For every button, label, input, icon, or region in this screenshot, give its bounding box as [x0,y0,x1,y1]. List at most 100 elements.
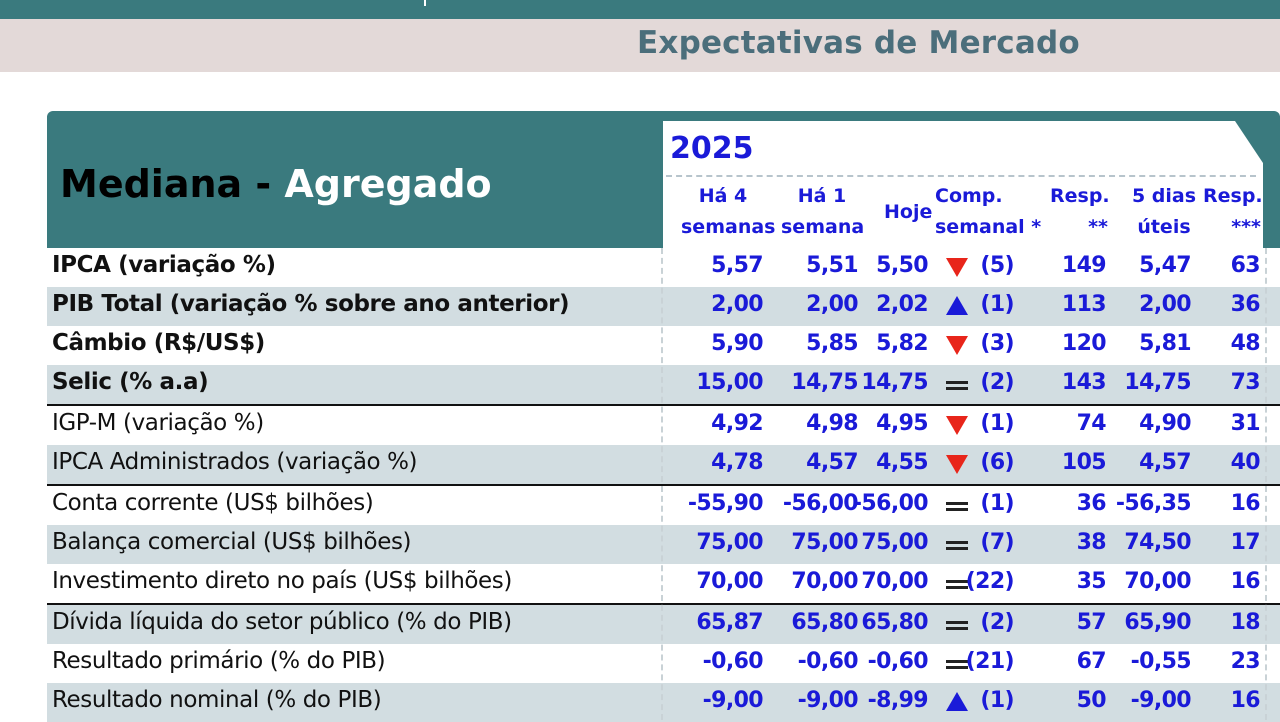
row-label: Conta corrente (US$ bilhões) [52,490,374,516]
table-row: Conta corrente (US$ bilhões) -55,90 -56,00… [47,484,1280,525]
label-column-divider [661,248,663,720]
respondents: 120 [1061,331,1107,356]
value-4-weeks-ago: 75,00 [696,530,763,555]
year-label: 2025 [670,131,754,166]
respondents-5-days: 63 [1230,253,1261,278]
value-5-days: 74,50 [1124,530,1191,555]
col-header-4-weeks-line1: Há 4 [698,185,748,207]
respondents: 105 [1061,450,1107,475]
weekly-comp-count: (5) [980,253,1014,278]
value-1-week-ago: 75,00 [791,530,858,555]
up-arrow-icon [946,296,968,315]
value-5-days: 4,90 [1139,411,1191,436]
value-today: 4,55 [876,450,928,475]
equal-icon [946,621,968,630]
table-row: IGP-M (variação %) 4,92 4,98 4,95 (1) 74 4,90 3… [47,404,1280,445]
row-label: IPCA (variação %) [52,252,276,278]
value-5-days: 2,00 [1139,292,1191,317]
table-row: Câmbio (R$/US$) 5,90 5,85 5,82 (3) 120 5,81 48 [47,326,1280,365]
col-header-today-line1: Hoje [884,201,933,223]
col-header-weekly-comp: Comp. semanal * [935,181,1041,243]
equal-icon [946,381,968,390]
value-5-days: 65,90 [1124,610,1191,635]
respondents-5-days: 18 [1230,610,1261,635]
respondents: 35 [1076,569,1107,594]
col-header-1-week-line1: Há 1 [797,185,847,207]
table-row: Resultado nominal (% do PIB) -9,00 -9,00 -8… [47,683,1280,722]
row-label: IPCA Administrados (variação %) [52,449,418,475]
value-today: -0,60 [867,649,929,674]
row-label: Selic (% a.a) [52,369,209,395]
value-4-weeks-ago: 2,00 [711,292,763,317]
respondents: 38 [1076,530,1107,555]
value-4-weeks-ago: -0,60 [702,649,764,674]
value-1-week-ago: 14,75 [791,370,858,395]
weekly-comp-count: (1) [980,411,1014,436]
value-5-days: 5,81 [1139,331,1191,356]
up-arrow-icon [946,692,968,711]
col-header-resp-line2: ** [1088,216,1108,238]
table-row: PIB Total (variação % sobre ano anterior… [47,287,1280,326]
value-today: 70,00 [861,569,928,594]
respondents-5-days: 16 [1230,688,1261,713]
respondents: 36 [1076,491,1107,516]
down-arrow-icon [946,416,968,435]
value-5-days: -0,55 [1130,649,1192,674]
weekly-comp-count: (3) [980,331,1014,356]
right-column-divider [1265,248,1267,720]
weekly-comp-count: (6) [980,450,1014,475]
col-header-resp-5d: Resp. *** [1203,181,1263,243]
top-bar-tick [424,0,426,6]
header-divider [666,175,1256,177]
value-today: -8,99 [867,688,929,713]
indicators-table: IPCA (variação %) 5,57 5,51 5,50 (5) 149 5,47 6… [47,248,1280,722]
value-5-days: 14,75 [1124,370,1191,395]
value-5-days: 5,47 [1139,253,1191,278]
col-header-resp-5d-line2: *** [1231,216,1261,238]
top-bar [0,0,1280,19]
row-label: Resultado nominal (% do PIB) [52,687,382,713]
col-header-today: Hoje [884,197,932,228]
col-header-1-week: Há 1 semana [781,181,865,243]
respondents-5-days: 31 [1230,411,1261,436]
value-5-days: 70,00 [1124,569,1191,594]
col-header-weekly-comp-line2: semanal * [935,216,1042,238]
down-arrow-icon [946,258,968,277]
col-header-5-days-line2: úteis [1137,216,1191,238]
weekly-comp-count: (1) [980,688,1014,713]
respondents-5-days: 48 [1230,331,1261,356]
value-1-week-ago: 2,00 [806,292,858,317]
table-row: IPCA Administrados (variação %) 4,78 4,57 4… [47,445,1280,484]
value-1-week-ago: 70,00 [791,569,858,594]
table-row: Dívida líquida do setor público (% do PI… [47,603,1280,644]
equal-icon [946,502,968,511]
value-today: 14,75 [861,370,928,395]
title-band: Expectativas de Mercado [0,19,1280,72]
col-header-resp: Resp. ** [1050,181,1110,243]
panel-title-part1: Mediana - [60,162,285,206]
respondents-5-days: 73 [1230,370,1261,395]
value-5-days: 4,57 [1139,450,1191,475]
col-header-weekly-comp-line1: Comp. [935,185,1003,207]
row-label: Resultado primário (% do PIB) [52,648,386,674]
col-header-resp-5d-line1: Resp. [1203,185,1263,207]
col-header-5-days-line1: 5 dias [1131,185,1197,207]
down-arrow-icon [946,455,968,474]
table-row: Resultado primário (% do PIB) -0,60 -0,60 -… [47,644,1280,683]
value-4-weeks-ago: 4,78 [711,450,763,475]
row-label: Balança comercial (US$ bilhões) [52,529,412,555]
respondents: 67 [1076,649,1107,674]
respondents-5-days: 23 [1230,649,1261,674]
value-4-weeks-ago: 5,90 [711,331,763,356]
value-4-weeks-ago: 15,00 [696,370,763,395]
weekly-comp-count: (22) [965,569,1015,594]
col-header-1-week-line2: semana [781,216,865,238]
table-row: Selic (% a.a) 15,00 14,75 14,75 (2) 143 14,75 7… [47,365,1280,404]
row-label: Câmbio (R$/US$) [52,330,265,356]
value-1-week-ago: 5,51 [806,253,858,278]
respondents-5-days: 36 [1230,292,1261,317]
value-1-week-ago: 65,80 [791,610,858,635]
value-4-weeks-ago: 5,57 [711,253,763,278]
value-1-week-ago: -9,00 [797,688,859,713]
col-header-5-days: 5 dias úteis [1131,181,1197,243]
